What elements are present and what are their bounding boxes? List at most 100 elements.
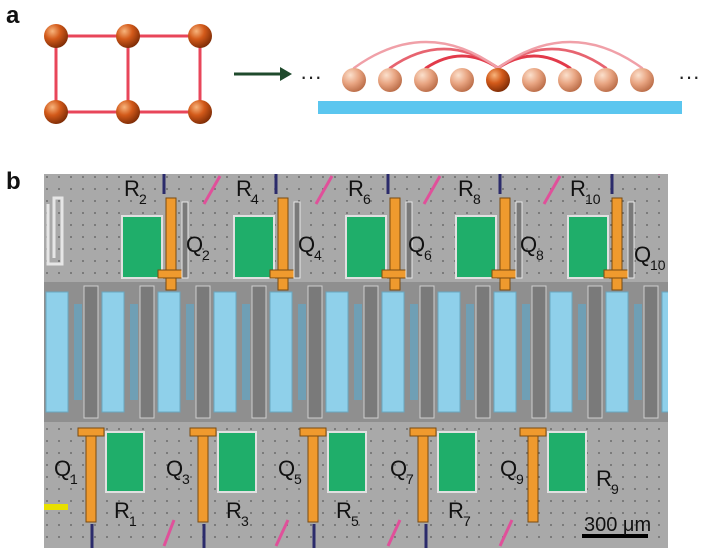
resonator-label: R [348,176,364,201]
flux-line [542,175,562,205]
coupler-gap [195,285,211,419]
coupler-gap [363,285,379,419]
coupler-stub [466,304,474,400]
coupler-gap [419,285,435,419]
resonator-label-sub: 7 [463,513,471,529]
chain-site [378,68,402,92]
coupling-arcs [352,40,644,70]
resonator-label-sub: 3 [241,513,249,529]
coupler-gap [643,285,659,419]
qubit-label: Q [634,242,651,267]
flux-line [162,519,176,547]
coupler-stub [354,304,362,400]
qubit-label-sub: 6 [424,247,432,263]
readout-resonator [217,431,257,493]
resonator-label: R [448,498,464,523]
qubit-body [277,197,289,291]
resonator-label: R [570,176,586,201]
readout-resonator [233,215,275,279]
qubit-body [197,427,209,523]
readout-resonator [437,431,477,493]
top-unit-cells [121,197,635,291]
coupler-pad [45,291,69,413]
coupler-gap [475,285,491,419]
coupler-pad [605,291,629,413]
coupler-pad [269,291,293,413]
qubit-chain [342,68,654,92]
coupler-stub [298,304,306,400]
qubit-crossbar [77,427,105,437]
readout-resonator [455,215,497,279]
flux-lines [90,174,660,548]
qubit-body [611,197,623,291]
coupler-stub [578,304,586,400]
coupler-gap [83,285,99,419]
coupler-line [181,201,189,279]
resonator-label-sub: 1 [129,513,137,529]
resonator-label-sub: 4 [251,191,259,207]
resonator-label: R [458,176,474,201]
qubit-label-sub: 4 [314,247,322,263]
qubit-label: Q [298,232,315,257]
qubit-label-sub: 9 [516,471,524,487]
edge-pad [44,504,68,510]
coupler-pad [381,291,405,413]
panel-a-schematic: ··· ··· [44,24,700,124]
lattice-site [44,24,68,48]
coupler-line [405,201,413,279]
device-micrograph: R 2 Q 2 R 4 Q 4 R 6 Q 6 R 8 Q 8 R 10 Q 1… [44,174,668,548]
coupler-stub [130,304,138,400]
coupler-pad [157,291,181,413]
resonator-label-sub: 6 [363,191,371,207]
chain-site-highlighted [486,68,510,92]
chain-site [630,68,654,92]
resonator-label: R [236,176,252,201]
qubit-label-sub: 2 [202,247,210,263]
flux-line [314,175,334,205]
qubit-label-sub: 8 [536,247,544,263]
chain-site [558,68,582,92]
coupler-pad [213,291,237,413]
qubit-body [527,427,539,523]
readout-resonator [327,431,367,493]
resonator-label-sub: 8 [473,191,481,207]
ladder-lattice [44,24,212,124]
qubit-label: Q [520,232,537,257]
coupler-stub [410,304,418,400]
flux-line [422,175,442,205]
chain-site [414,68,438,92]
chain-site [594,68,618,92]
qubit-label-sub: 3 [182,471,190,487]
qubit-label: Q [186,232,203,257]
scale-bar-line [582,534,648,538]
chain-site [342,68,366,92]
coupler-pad [549,291,573,413]
readout-resonator [345,215,387,279]
coupler-stub [634,304,642,400]
qubit-label: Q [166,456,183,481]
qubit-crossbar [409,427,437,437]
lattice-site [188,24,212,48]
scale-bar: 300 μm [582,514,651,538]
qubit-label: Q [390,456,407,481]
readout-resonator [121,215,163,279]
resonator-label: R [336,498,352,523]
lattice-site [116,100,140,124]
coupler-pad [493,291,517,413]
lattice-site [44,100,68,124]
flux-line [386,519,402,547]
qubit-label-sub: 5 [294,471,302,487]
coupler-gap [251,285,267,419]
coupler-line [515,201,523,279]
qubit-label: Q [278,456,295,481]
qubit-body [85,427,97,523]
coupler-gap [531,285,547,419]
coupler-pad [437,291,461,413]
ellipsis-right: ··· [678,64,700,89]
coupler-gap [587,285,603,419]
ellipsis-left: ··· [300,64,322,89]
edge-structure [46,196,64,266]
flux-line [498,519,514,547]
lattice-site [188,100,212,124]
coupler-pad [101,291,125,413]
